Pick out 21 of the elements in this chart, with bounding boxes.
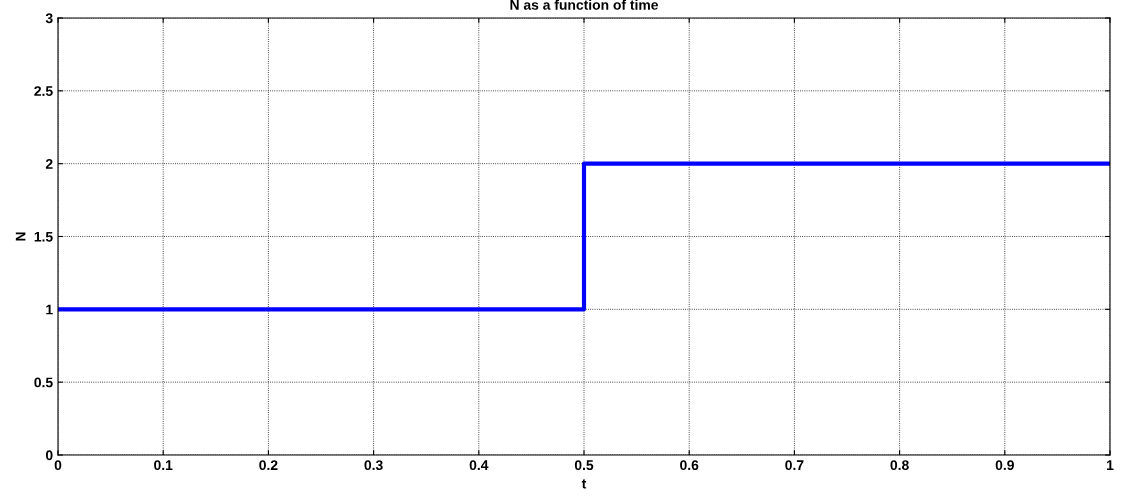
x-tick-label: 0.6: [680, 460, 699, 471]
x-axis-title: t: [581, 479, 587, 489]
y-tick-label: 0.5: [34, 377, 53, 388]
x-tick-label: 0.5: [574, 460, 594, 471]
y-tick-label: 3: [45, 13, 53, 24]
x-tick-label: 0: [54, 460, 62, 471]
x-tick-label: 0.7: [785, 460, 804, 471]
chart-title: N as a function of time: [510, 0, 658, 10]
y-axis-title: N: [15, 232, 26, 241]
x-tick-label: 0.4: [469, 460, 489, 471]
x-tick-label: 0.1: [154, 460, 173, 471]
x-tick-label: 1: [1107, 460, 1114, 470]
y-tick-label: 2: [45, 159, 53, 169]
y-tick-label: 1.5: [34, 231, 53, 242]
y-tick-label: 1: [46, 304, 53, 315]
x-tick-label: 0.9: [995, 460, 1014, 471]
x-tick-label: 0.8: [890, 460, 909, 471]
y-tick-label: 0: [45, 450, 53, 461]
x-tick-label: 0.2: [259, 460, 278, 471]
x-tick-label: 0.3: [364, 460, 383, 471]
y-tick-label: 2.5: [34, 86, 53, 96]
